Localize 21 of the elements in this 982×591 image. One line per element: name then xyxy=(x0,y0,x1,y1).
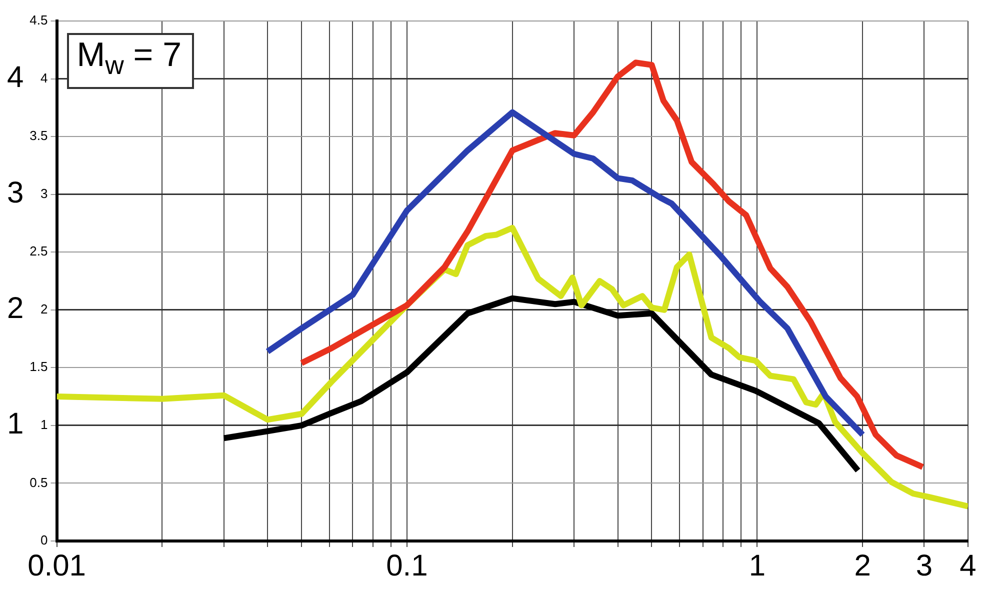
y-tick-label: 4 xyxy=(40,70,48,86)
y-tick-label: 2 xyxy=(40,301,48,316)
y2-tick-label: 3 xyxy=(6,176,24,210)
x-tick-label: 0.01 xyxy=(28,549,86,582)
y2-tick-label: 4 xyxy=(6,61,24,94)
x-tick-label: 3 xyxy=(916,549,933,582)
y2-tick-label: 1 xyxy=(6,408,24,441)
y-tick-label: 0 xyxy=(40,532,48,548)
y-tick-label: 2.5 xyxy=(30,244,48,259)
x-tick-label: 0.1 xyxy=(386,549,428,582)
y-tick-label: 3.5 xyxy=(30,128,48,144)
y-tick-label: 3 xyxy=(40,186,48,201)
y2-tick-label: 2 xyxy=(6,292,24,326)
y-tick-label: 0.5 xyxy=(30,474,48,490)
x-tick-label: 1 xyxy=(748,549,766,582)
y-tick-label: 1 xyxy=(40,417,48,432)
x-tick-label: 4 xyxy=(960,549,976,582)
y-tick-label: 4.5 xyxy=(30,12,48,28)
y-tick-label: 1.5 xyxy=(30,359,48,374)
annotation: M$_{w}$ = 7 xyxy=(66,33,194,90)
x-tick-label: 2 xyxy=(854,549,871,582)
